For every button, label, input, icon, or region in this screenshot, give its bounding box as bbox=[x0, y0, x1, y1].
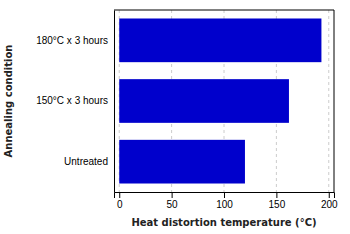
frame-right bbox=[334, 10, 335, 192]
y-tick: 150°C x 3 hours bbox=[36, 95, 108, 106]
y-tick: Untreated bbox=[64, 156, 108, 167]
x-tick-mark bbox=[329, 192, 330, 198]
grid-line bbox=[328, 10, 329, 192]
x-tick-label: 200 bbox=[321, 199, 338, 210]
y-tick-label: Untreated bbox=[64, 156, 108, 167]
y-tick-label: 150°C x 3 hours bbox=[36, 95, 108, 106]
x-tick: 150 bbox=[269, 192, 286, 210]
x-axis: 0 50 100 150 200 bbox=[115, 192, 339, 210]
x-tick: 200 bbox=[321, 192, 338, 210]
chart: 0 50 100 150 200 Untreated 150°C x 3 hours 180°… bbox=[0, 0, 350, 234]
x-tick-label: 50 bbox=[167, 199, 179, 210]
plot: 0 50 100 150 200 Untreated 150°C x 3 hours 180°… bbox=[36, 10, 338, 210]
y-axis-title: Annealing condition bbox=[3, 45, 14, 158]
x-tick-mark bbox=[172, 192, 173, 198]
y-tick: 180°C x 3 hours bbox=[36, 35, 108, 46]
x-tick: 100 bbox=[216, 192, 233, 210]
frame-top bbox=[114, 10, 334, 11]
x-tick-mark bbox=[224, 192, 225, 198]
y-tick-label: 180°C x 3 hours bbox=[36, 35, 108, 46]
x-tick-mark bbox=[119, 192, 120, 198]
x-tick: 50 bbox=[167, 192, 179, 210]
y-axis: Untreated 150°C x 3 hours 180°C x 3 hours bbox=[36, 11, 114, 193]
x-tick-label: 150 bbox=[269, 199, 286, 210]
bar bbox=[119, 18, 321, 62]
grid bbox=[119, 10, 329, 192]
x-axis-title: Heat distortion temperature (°C) bbox=[131, 217, 316, 228]
x-tick-label: 0 bbox=[117, 199, 123, 210]
bar bbox=[119, 140, 245, 184]
x-tick-mark bbox=[276, 192, 277, 198]
bars bbox=[119, 18, 321, 183]
y-axis-line bbox=[114, 11, 115, 193]
x-axis-line bbox=[115, 193, 335, 199]
x-tick: 0 bbox=[117, 192, 123, 210]
x-tick-label: 100 bbox=[216, 199, 233, 210]
bar bbox=[119, 79, 289, 123]
